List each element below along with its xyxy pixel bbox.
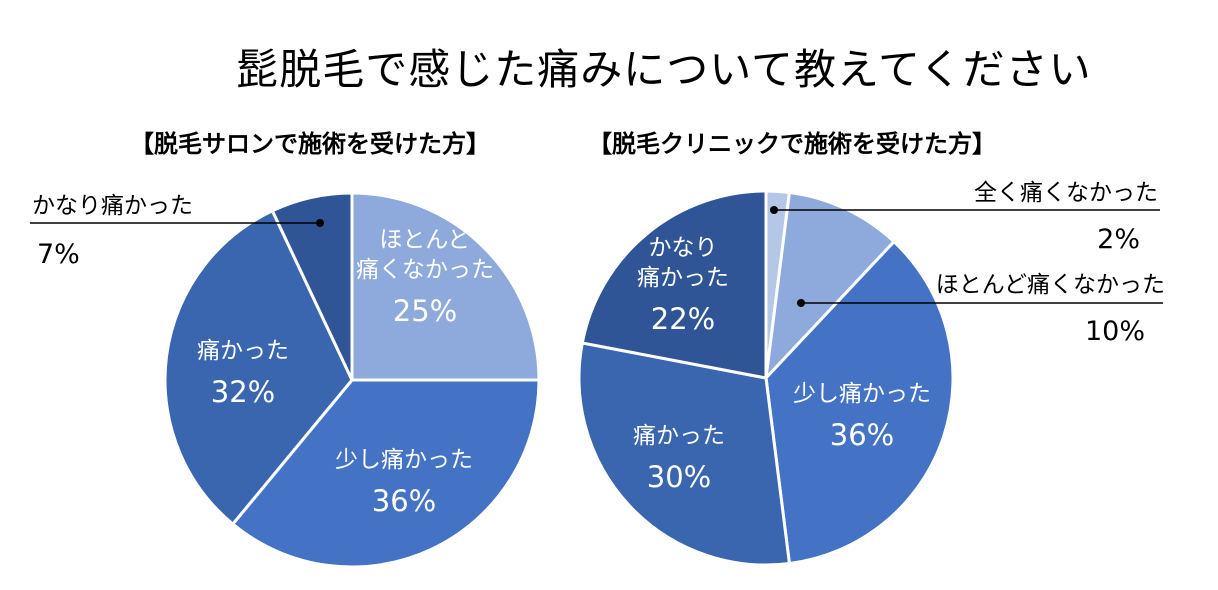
salon-slice-3-percent: 7% bbox=[37, 239, 80, 270]
salon-slice-0-label: 痛くなかった bbox=[356, 257, 494, 283]
salon-slice-1 bbox=[230, 378, 541, 569]
salon-slice-2-percent: 32% bbox=[211, 375, 275, 409]
clinic-slice-2-label: 少し痛かった bbox=[793, 381, 931, 407]
salon-chart-title: 【脱毛サロンで施術を受けた方】 bbox=[130, 130, 490, 158]
salon-slice-3-leader-dot bbox=[316, 219, 324, 227]
clinic-slice-1-label: ほとんど痛くなかった bbox=[936, 272, 1165, 298]
clinic-slice-4-percent: 22% bbox=[651, 302, 715, 336]
clinic-chart-title: 【脱毛クリニックで施術を受けた方】 bbox=[588, 130, 996, 158]
salon-slice-1-label: 少し痛かった bbox=[335, 447, 473, 473]
clinic-slice-1-leader-dot bbox=[797, 299, 805, 307]
salon-slice-0-percent: 25% bbox=[393, 294, 457, 328]
clinic-slice-2-percent: 36% bbox=[830, 418, 894, 452]
clinic-slice-4-label: かなり bbox=[649, 235, 718, 261]
clinic-slice-3-percent: 30% bbox=[647, 460, 711, 494]
main-title: 髭脱毛で感じた痛みについて教えてください bbox=[236, 45, 1092, 94]
clinic-slice-3 bbox=[577, 341, 792, 567]
clinic-slice-1-percent: 10% bbox=[1085, 316, 1145, 347]
clinic-slice-1 bbox=[763, 190, 897, 383]
salon-slice-0-label: ほとんど bbox=[379, 227, 470, 253]
clinic-slice-4 bbox=[580, 189, 768, 380]
salon-slice-1-percent: 36% bbox=[372, 484, 436, 518]
salon-slice-0 bbox=[350, 191, 541, 382]
salon-slice-2-label: 痛かった bbox=[197, 338, 289, 364]
salon-slice-2 bbox=[163, 208, 354, 527]
clinic-slice-4-label: 痛かった bbox=[637, 265, 729, 291]
clinic-slice-0-label: 全く痛くなかった bbox=[974, 180, 1158, 206]
salon-slice-3 bbox=[270, 191, 354, 381]
clinic-slice-0-leader-dot bbox=[770, 206, 778, 214]
clinic-slice-0-percent: 2% bbox=[1097, 224, 1140, 255]
clinic-slice-2 bbox=[764, 239, 955, 566]
salon-slice-3-label: かなり痛かった bbox=[32, 193, 193, 219]
clinic-slice-3-label: 痛かった bbox=[633, 423, 725, 449]
